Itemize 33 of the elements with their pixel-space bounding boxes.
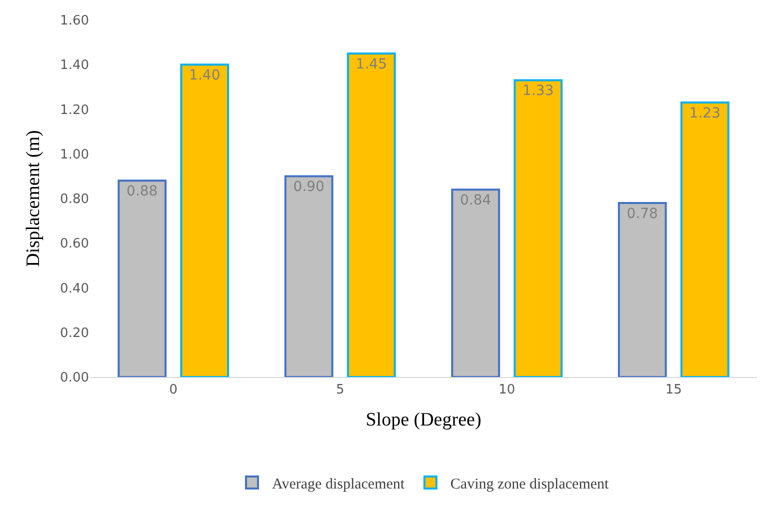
data-label: 1.45 [356, 56, 387, 72]
y-axis-title: Displacement (m) [22, 130, 44, 267]
legend-label: Average displacement [272, 476, 406, 492]
x-tick-label: 0 [169, 382, 178, 398]
y-tick-label: 0.80 [60, 192, 89, 208]
bar [680, 102, 730, 377]
x-tick-label: 15 [665, 382, 682, 398]
data-label: 0.90 [293, 179, 324, 196]
data-label: 1.33 [522, 83, 554, 100]
y-tick-label: 1.00 [60, 147, 89, 162]
bar [284, 175, 334, 377]
data-label: 0.84 [460, 192, 492, 209]
y-tick-label: 0.00 [60, 370, 89, 386]
x-tick-label: 10 [498, 382, 516, 398]
legend-label: Caving zone displacement [450, 476, 610, 492]
bar [118, 180, 167, 377]
y-tick-label: 1.40 [60, 58, 89, 74]
x-axis-title: Slope (Degree) [366, 409, 482, 430]
bar [180, 64, 230, 377]
bar [618, 202, 667, 377]
y-tick-label: 1.20 [60, 102, 89, 118]
x-tick-label: 5 [336, 382, 344, 398]
y-tick-label: 0.20 [60, 326, 89, 341]
bar [451, 188, 500, 377]
y-tick-label: 1.60 [60, 14, 89, 29]
y-tick-label: 0.60 [60, 236, 89, 252]
data-label: 0.78 [626, 206, 658, 222]
bar [346, 52, 396, 377]
data-label: 1.40 [189, 68, 220, 84]
y-tick-label: 0.40 [60, 281, 89, 296]
data-label: 0.88 [126, 184, 158, 200]
data-label: 1.23 [689, 106, 720, 122]
bar [514, 79, 563, 377]
